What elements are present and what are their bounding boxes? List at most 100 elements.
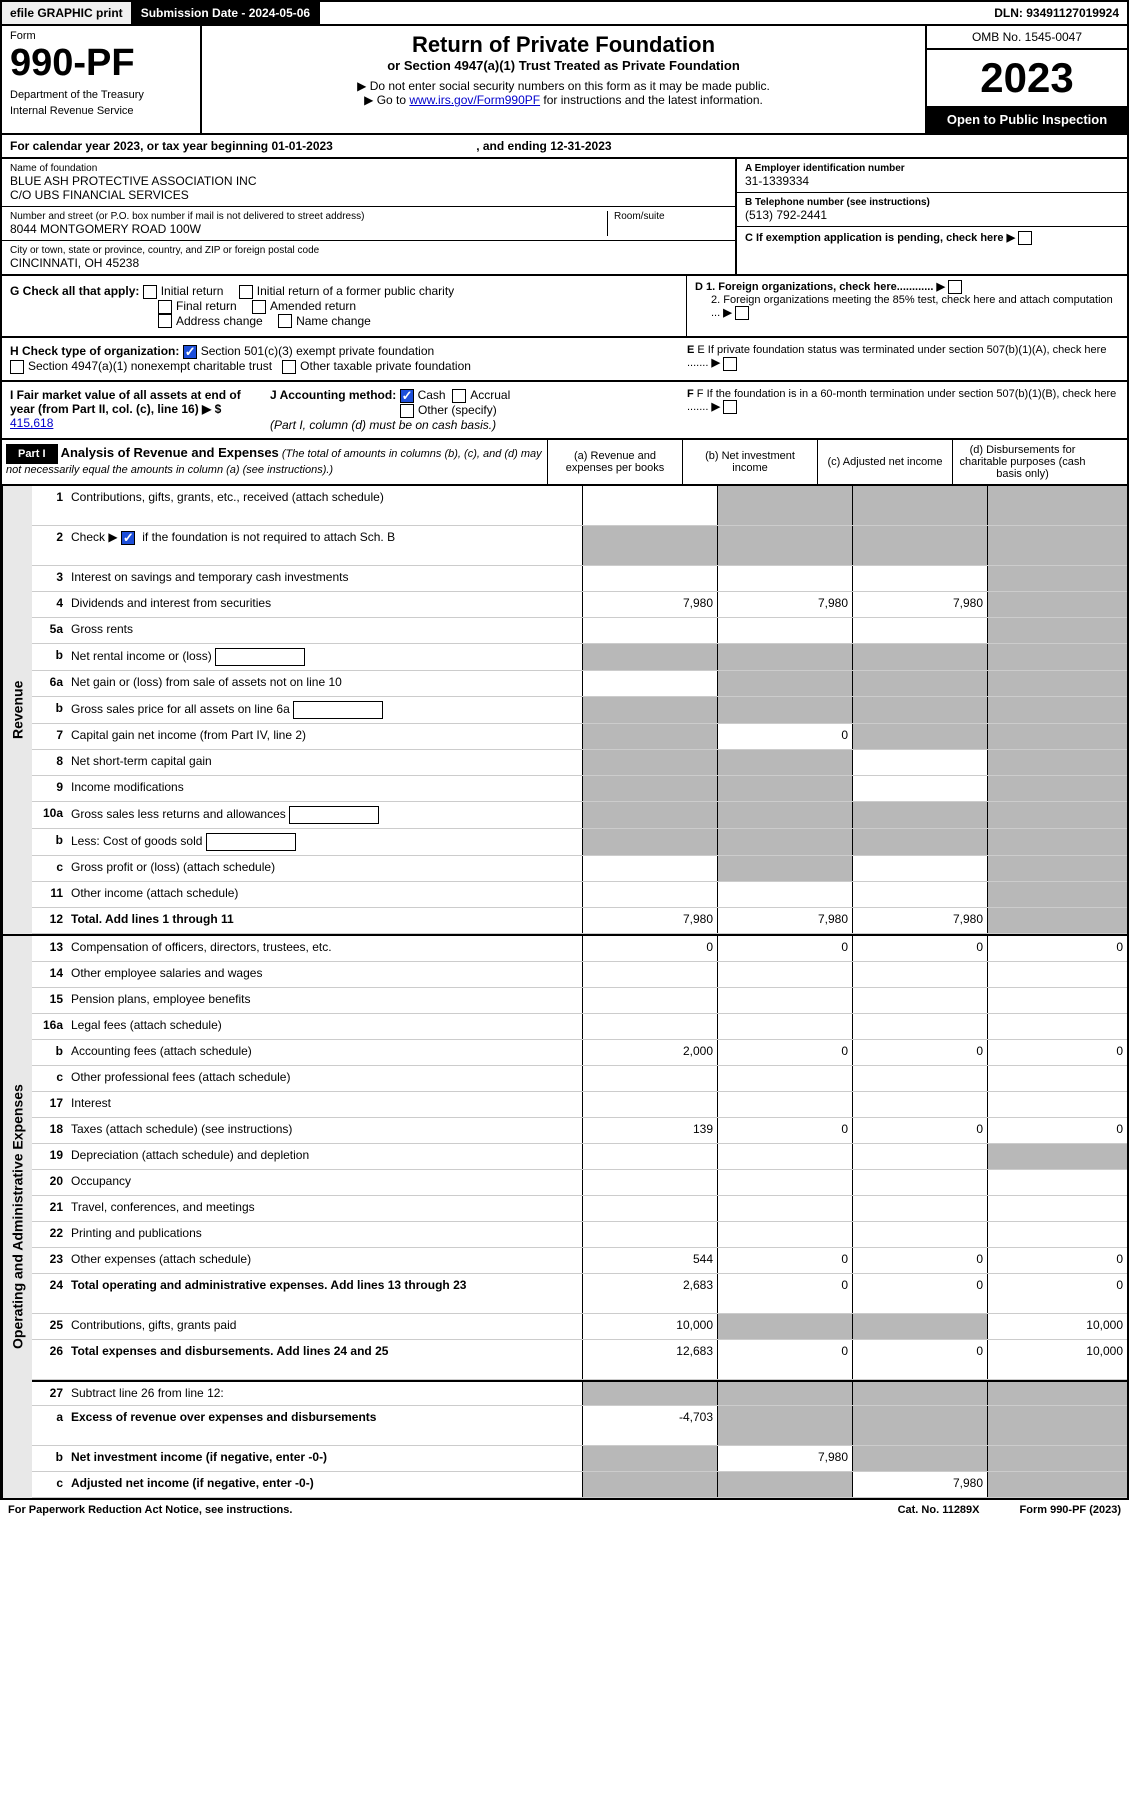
l7-b: 0 <box>717 724 852 749</box>
exemption-pending-checkbox[interactable] <box>1018 231 1032 245</box>
l12-b: 7,980 <box>717 908 852 933</box>
d2-label: 2. Foreign organizations meeting the 85%… <box>711 294 1113 319</box>
foundation-name-2: C/O UBS FINANCIAL SERVICES <box>10 188 727 202</box>
f-label: F If the foundation is in a 60-month ter… <box>687 388 1116 413</box>
efile-print-button[interactable]: efile GRAPHIC print <box>2 2 133 24</box>
form-header: Form 990-PF Department of the Treasury I… <box>0 26 1129 135</box>
l27b-b: 7,980 <box>717 1446 852 1471</box>
form-subtitle: or Section 4947(a)(1) Trust Treated as P… <box>208 58 919 73</box>
final-return-checkbox[interactable] <box>158 300 172 314</box>
cat-no: Cat. No. 11289X <box>898 1504 980 1516</box>
l23-c: 0 <box>852 1248 987 1273</box>
line-6a: Net gain or (loss) from sale of assets n… <box>67 671 582 696</box>
col-a-header: (a) Revenue and expenses per books <box>547 440 682 484</box>
501c3-checkbox[interactable] <box>183 345 197 359</box>
l25-d: 10,000 <box>987 1314 1127 1339</box>
accrual-checkbox[interactable] <box>452 389 466 403</box>
line-27: Subtract line 26 from line 12: <box>67 1382 582 1405</box>
line-6b: Gross sales price for all assets on line… <box>67 697 582 723</box>
irs-link[interactable]: www.irs.gov/Form990PF <box>409 93 540 107</box>
i-j-f-row: I Fair market value of all assets at end… <box>0 382 1129 440</box>
line-22: Printing and publications <box>67 1222 582 1247</box>
form-ref: Form 990-PF (2023) <box>1020 1504 1121 1516</box>
line-23: Other expenses (attach schedule) <box>67 1248 582 1273</box>
line-7: Capital gain net income (from Part IV, l… <box>67 724 582 749</box>
name-change-checkbox[interactable] <box>278 314 292 328</box>
l16b-b: 0 <box>717 1040 852 1065</box>
entity-info: Name of foundation BLUE ASH PROTECTIVE A… <box>0 159 1129 276</box>
submission-date: Submission Date - 2024-05-06 <box>133 2 320 24</box>
l24-c: 0 <box>852 1274 987 1313</box>
l13-c: 0 <box>852 936 987 961</box>
line-10b-box[interactable] <box>206 833 296 851</box>
part1-title: Analysis of Revenue and Expenses <box>61 445 279 460</box>
line-18: Taxes (attach schedule) (see instruction… <box>67 1118 582 1143</box>
revenue-label: Revenue <box>2 486 32 934</box>
line-3: Interest on savings and temporary cash i… <box>67 566 582 591</box>
line-8: Net short-term capital gain <box>67 750 582 775</box>
phone-value: (513) 792-2441 <box>745 208 1119 222</box>
f-checkbox[interactable] <box>723 400 737 414</box>
l4-c: 7,980 <box>852 592 987 617</box>
col-c-header: (c) Adjusted net income <box>817 440 952 484</box>
line-10a-box[interactable] <box>289 806 379 824</box>
ein-label: A Employer identification number <box>745 163 1119 174</box>
other-taxable-checkbox[interactable] <box>282 360 296 374</box>
cash-checkbox[interactable] <box>400 389 414 403</box>
other-method-checkbox[interactable] <box>400 404 414 418</box>
name-label: Name of foundation <box>10 163 727 174</box>
line-16c: Other professional fees (attach schedule… <box>67 1066 582 1091</box>
l18-a: 139 <box>582 1118 717 1143</box>
line-15: Pension plans, employee benefits <box>67 988 582 1013</box>
col-b-header: (b) Net investment income <box>682 440 817 484</box>
revenue-table: Revenue 1Contributions, gifts, grants, e… <box>0 486 1129 936</box>
footer: For Paperwork Reduction Act Notice, see … <box>0 1500 1129 1520</box>
line-27a: Excess of revenue over expenses and disb… <box>67 1406 582 1445</box>
sch-b-checkbox[interactable] <box>121 531 135 545</box>
line-4: Dividends and interest from securities <box>67 592 582 617</box>
l23-a: 544 <box>582 1248 717 1273</box>
part1-badge: Part I <box>6 444 58 464</box>
initial-return-checkbox[interactable] <box>143 285 157 299</box>
l24-a: 2,683 <box>582 1274 717 1313</box>
l27a-a: -4,703 <box>582 1406 717 1445</box>
ssn-notice: ▶ Do not enter social security numbers o… <box>208 79 919 93</box>
l18-c: 0 <box>852 1118 987 1143</box>
line-19: Depreciation (attach schedule) and deple… <box>67 1144 582 1169</box>
e-checkbox[interactable] <box>723 357 737 371</box>
line-27b: Net investment income (if negative, ente… <box>67 1446 582 1471</box>
l25-a: 10,000 <box>582 1314 717 1339</box>
line-21: Travel, conferences, and meetings <box>67 1196 582 1221</box>
line-12: Total. Add lines 1 through 11 <box>67 908 582 933</box>
4947a1-checkbox[interactable] <box>10 360 24 374</box>
expenses-label: Operating and Administrative Expenses <box>2 936 32 1498</box>
g-d-row: G Check all that apply: Initial return I… <box>0 276 1129 338</box>
l4-a: 7,980 <box>582 592 717 617</box>
form-label: Form <box>10 30 192 42</box>
address-change-checkbox[interactable] <box>158 314 172 328</box>
phone-label: B Telephone number (see instructions) <box>745 197 1119 208</box>
e-label: E If private foundation status was termi… <box>687 344 1106 369</box>
line-14: Other employee salaries and wages <box>67 962 582 987</box>
d1-checkbox[interactable] <box>948 280 962 294</box>
form-title: Return of Private Foundation <box>208 32 919 58</box>
l24-b: 0 <box>717 1274 852 1313</box>
line-6b-box[interactable] <box>293 701 383 719</box>
line-16a: Legal fees (attach schedule) <box>67 1014 582 1039</box>
amended-return-checkbox[interactable] <box>252 300 266 314</box>
col-d-header: (d) Disbursements for charitable purpose… <box>952 440 1092 484</box>
street-address: 8044 MONTGOMERY ROAD 100W <box>10 222 607 236</box>
h-label: H Check type of organization: <box>10 344 179 358</box>
open-to-public: Open to Public Inspection <box>927 106 1127 133</box>
initial-former-checkbox[interactable] <box>239 285 253 299</box>
line-1: Contributions, gifts, grants, etc., rece… <box>67 486 582 525</box>
l13-d: 0 <box>987 936 1127 961</box>
d2-checkbox[interactable] <box>735 306 749 320</box>
part1-header-row: Part I Analysis of Revenue and Expenses … <box>0 440 1129 486</box>
year-end: 12-31-2023 <box>550 139 611 153</box>
l23-d: 0 <box>987 1248 1127 1273</box>
line-10c: Gross profit or (loss) (attach schedule) <box>67 856 582 881</box>
line-25: Contributions, gifts, grants paid <box>67 1314 582 1339</box>
line-5b-box[interactable] <box>215 648 305 666</box>
l16b-a: 2,000 <box>582 1040 717 1065</box>
